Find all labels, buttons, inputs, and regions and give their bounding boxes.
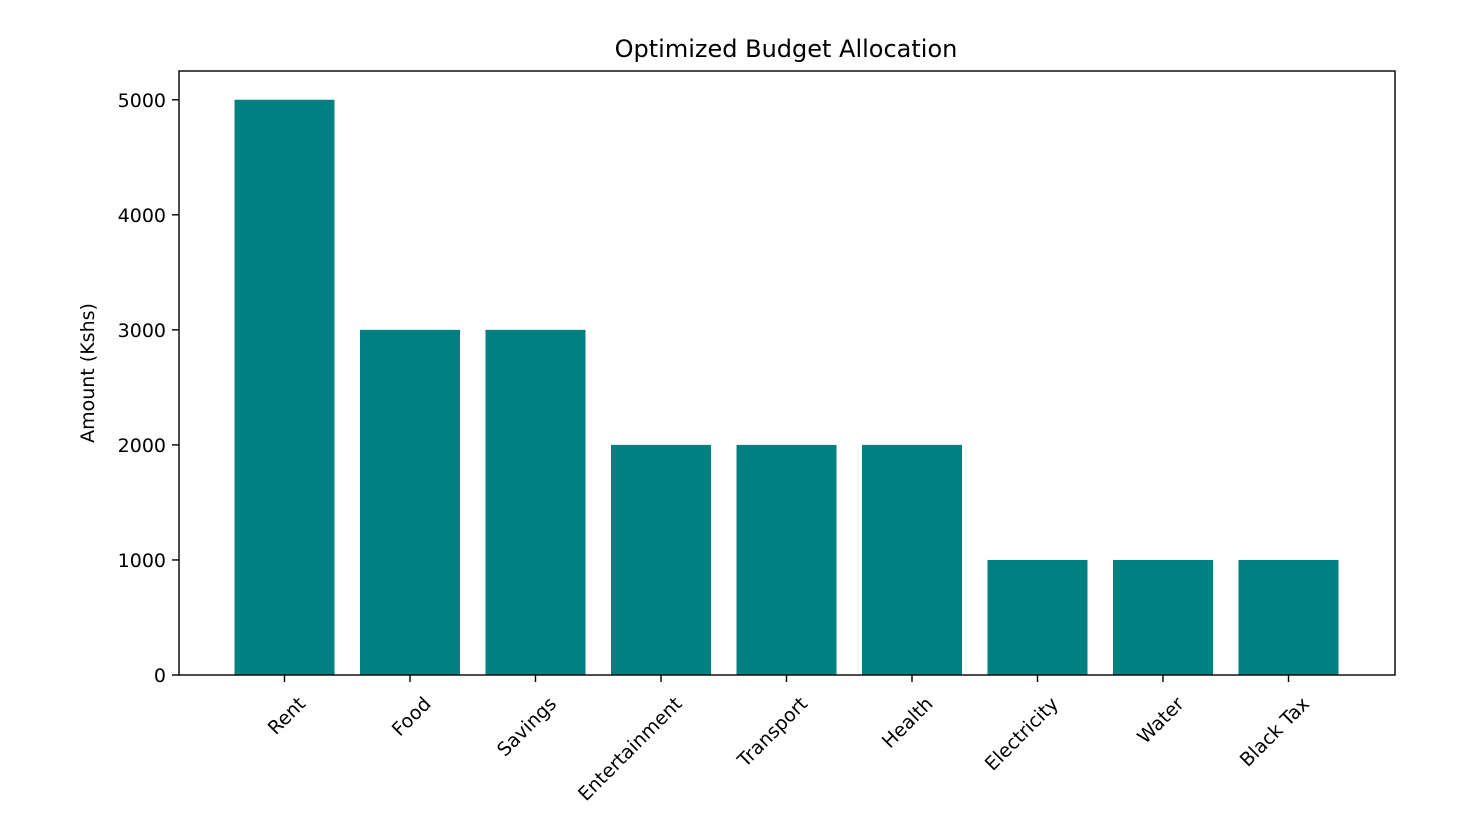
x-tick-label-black-tax: Black Tax xyxy=(1236,693,1314,771)
x-tick-label-food: Food xyxy=(388,693,436,741)
bars-group xyxy=(234,99,1339,675)
y-tick-label-0: 0 xyxy=(154,665,166,687)
x-tick-label-rent: Rent xyxy=(264,693,310,739)
bar-food xyxy=(360,329,460,675)
x-axis: Rent Food Savings Entertainment Transport Hea… xyxy=(264,675,1314,805)
bar-black-tax xyxy=(1238,559,1339,675)
bar-savings xyxy=(485,329,586,675)
plot-frame xyxy=(178,70,1396,676)
y-axis-label: Amount (Kshs) xyxy=(77,303,99,443)
bar-rent xyxy=(234,99,335,675)
bar-electricity xyxy=(987,559,1088,675)
x-tick-label-savings: Savings xyxy=(493,693,561,761)
bar-water xyxy=(1113,559,1213,675)
x-tick-label-water: Water xyxy=(1133,693,1188,748)
x-tick-label-transport: Transport xyxy=(733,693,812,772)
bar-transport xyxy=(736,444,837,675)
bar-entertainment xyxy=(611,444,711,675)
x-tick-label-electricity: Electricity xyxy=(981,693,1063,775)
y-tick-label-2000: 2000 xyxy=(118,435,166,457)
x-tick-label-health: Health xyxy=(878,693,938,753)
bar-health xyxy=(862,444,962,675)
y-tick-label-3000: 3000 xyxy=(118,320,166,342)
y-tick-label-1000: 1000 xyxy=(118,550,166,572)
y-tick-label-4000: 4000 xyxy=(118,205,166,227)
chart-title: Optimized Budget Allocation xyxy=(615,35,958,63)
x-tick-label-entertainment: Entertainment xyxy=(574,693,687,806)
y-tick-label-5000: 5000 xyxy=(118,90,166,112)
y-axis: 0 1000 2000 3000 4000 5000 xyxy=(118,90,179,687)
